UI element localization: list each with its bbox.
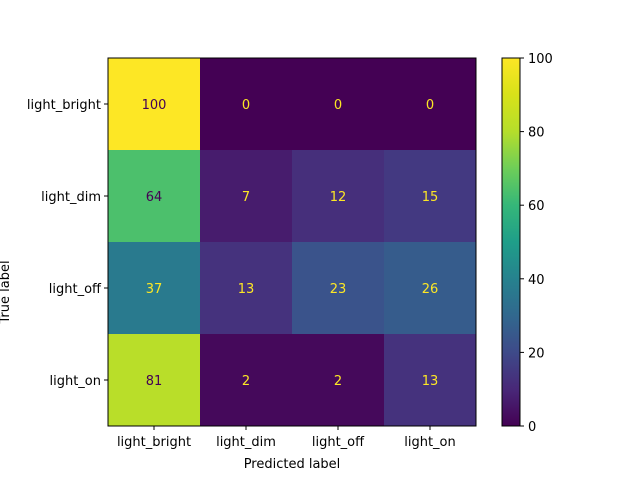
heatmap-cell (108, 58, 201, 151)
cell-value-label: 100 (142, 98, 167, 113)
heatmap-cell (292, 242, 385, 335)
cell-value-label: 15 (422, 190, 439, 205)
colorbar-tick-label: 80 (528, 126, 545, 141)
heatmap-cell (108, 150, 201, 243)
heatmap-cell (200, 150, 293, 243)
heatmap-cell (384, 150, 477, 243)
cell-value-label: 81 (146, 374, 163, 389)
heatmap-cell (200, 58, 293, 151)
y-tick-label: light_bright (27, 98, 101, 113)
heatmap-cell (200, 334, 293, 427)
colorbar (501, 57, 521, 427)
colorbar-tick-label: 0 (528, 420, 536, 435)
colorbar-tick-label: 40 (528, 273, 545, 288)
colorbar-tick-label: 20 (528, 346, 545, 361)
y-axis-ticks: light_bright light_dim light_off light_on (27, 98, 108, 389)
heatmap-cell (384, 242, 477, 335)
x-tick-label: light_bright (117, 435, 191, 450)
heatmap-cell (292, 150, 385, 243)
x-axis-ticks: light_bright light_dim light_off light_on (117, 426, 456, 450)
cell-value-label: 13 (422, 374, 439, 389)
cell-value-label: 23 (330, 282, 347, 297)
cell-value-label: 0 (334, 98, 342, 113)
y-tick-label: light_dim (41, 190, 101, 205)
heatmap-cell (108, 334, 201, 427)
y-axis-label: True label (0, 260, 13, 324)
cell-value-label: 64 (146, 190, 163, 205)
y-tick-label: light_off (49, 282, 102, 297)
cell-value-label: 12 (330, 190, 347, 205)
heatmap-cell (292, 334, 385, 427)
cell-value-label: 0 (426, 98, 434, 113)
cell-value-label: 0 (242, 98, 250, 113)
x-tick-label: light_on (404, 435, 456, 450)
cell-value-label: 13 (238, 282, 255, 297)
cell-value-label: 2 (242, 374, 250, 389)
cell-value-label: 37 (146, 282, 163, 297)
cell-value-labels: 100 0 0 0 64 7 12 15 37 13 23 26 81 2 2 13 (142, 98, 439, 389)
heatmap-cell (200, 242, 293, 335)
heatmap-cells (108, 58, 477, 427)
cell-value-label: 26 (422, 282, 439, 297)
colorbar-ticks: 0 20 40 60 80 100 (520, 52, 553, 435)
plot-frame (107, 57, 477, 427)
cell-value-label: 7 (242, 190, 250, 205)
colorbar-tick-label: 60 (528, 199, 545, 214)
y-tick-label: light_on (49, 374, 101, 389)
heatmap-cell (384, 58, 477, 151)
heatmap-cell (108, 242, 201, 335)
x-axis-label: Predicted label (244, 457, 341, 472)
cell-value-label: 2 (334, 374, 342, 389)
heatmap-cell (384, 334, 477, 427)
x-tick-label: light_dim (216, 435, 276, 450)
x-tick-label: light_off (312, 435, 365, 450)
heatmap-cell (292, 58, 385, 151)
colorbar-tick-label: 100 (528, 52, 553, 67)
